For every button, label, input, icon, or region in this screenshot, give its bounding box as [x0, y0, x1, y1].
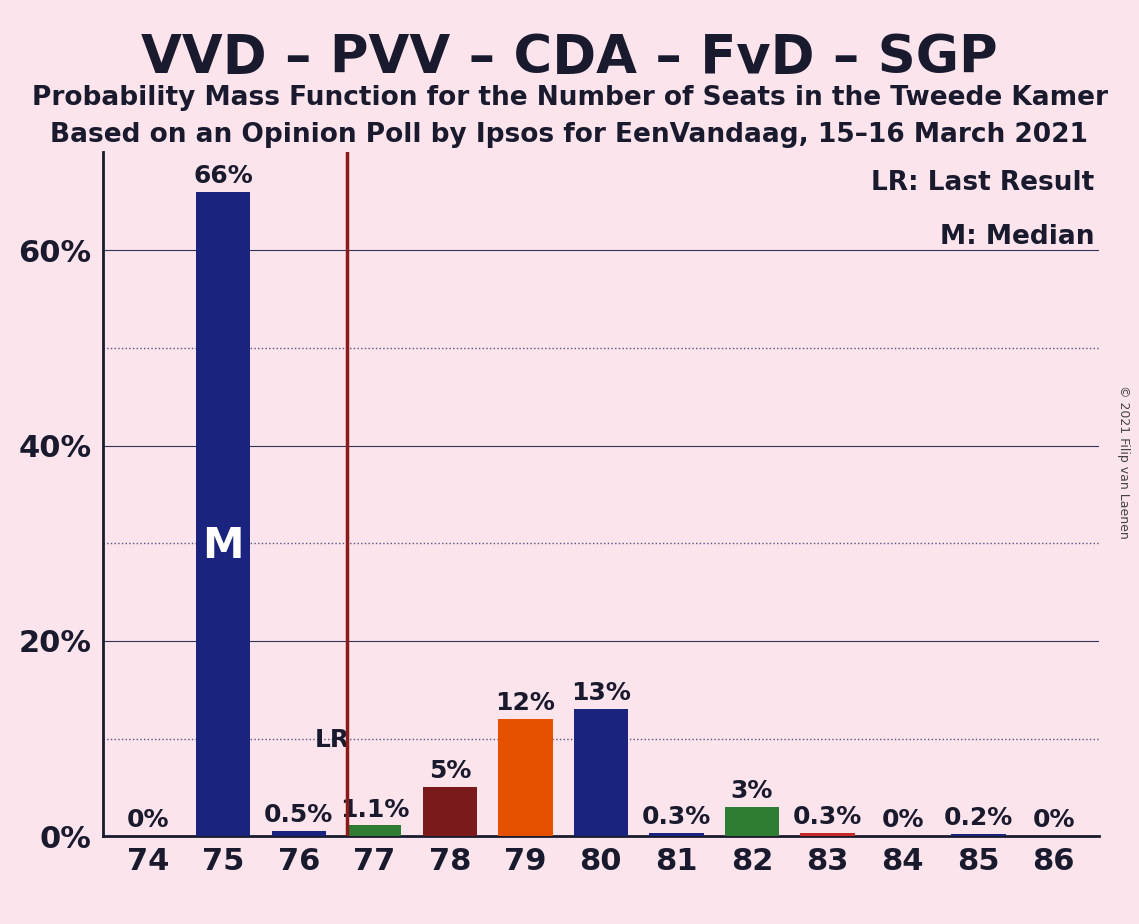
- Text: M: Median: M: Median: [940, 225, 1095, 250]
- Text: LR: LR: [316, 728, 351, 752]
- Bar: [574, 710, 628, 836]
- Text: 66%: 66%: [194, 164, 253, 188]
- Bar: [271, 832, 326, 836]
- Text: M: M: [203, 525, 244, 567]
- Bar: [423, 787, 477, 836]
- Text: Based on an Opinion Poll by Ipsos for EenVandaag, 15–16 March 2021: Based on an Opinion Poll by Ipsos for Ee…: [50, 122, 1089, 148]
- Text: LR: Last Result: LR: Last Result: [871, 170, 1095, 196]
- Bar: [498, 719, 552, 836]
- Bar: [951, 834, 1006, 836]
- Text: 13%: 13%: [571, 681, 631, 705]
- Text: 0%: 0%: [882, 808, 924, 833]
- Text: 5%: 5%: [428, 760, 472, 784]
- Text: VVD – PVV – CDA – FvD – SGP: VVD – PVV – CDA – FvD – SGP: [141, 32, 998, 84]
- Bar: [800, 833, 854, 836]
- Text: 0%: 0%: [1033, 808, 1075, 833]
- Text: 0%: 0%: [126, 808, 169, 833]
- Text: 12%: 12%: [495, 691, 555, 715]
- Text: 1.1%: 1.1%: [339, 797, 409, 821]
- Text: Probability Mass Function for the Number of Seats in the Tweede Kamer: Probability Mass Function for the Number…: [32, 85, 1107, 111]
- Text: © 2021 Filip van Laenen: © 2021 Filip van Laenen: [1117, 385, 1130, 539]
- Bar: [347, 825, 402, 836]
- Text: 0.3%: 0.3%: [793, 806, 862, 830]
- Text: 3%: 3%: [730, 779, 773, 803]
- Bar: [724, 807, 779, 836]
- Text: 0.3%: 0.3%: [641, 806, 711, 830]
- Text: 0.5%: 0.5%: [264, 804, 334, 827]
- Bar: [196, 191, 251, 836]
- Text: 0.2%: 0.2%: [944, 807, 1013, 831]
- Bar: [649, 833, 704, 836]
